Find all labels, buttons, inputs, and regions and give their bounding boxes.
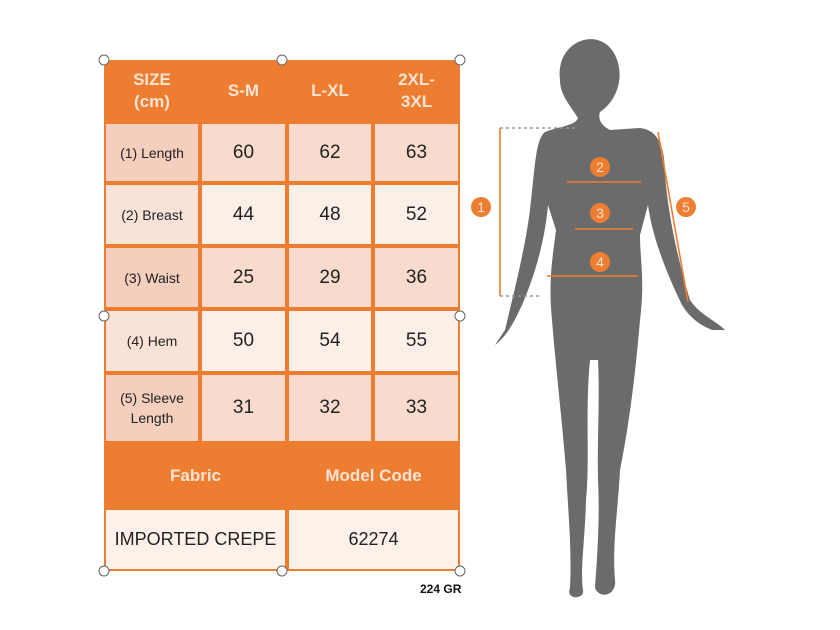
selection-handle[interactable] <box>454 565 466 577</box>
selection-handle[interactable] <box>98 310 110 322</box>
model-code-value: 62274 <box>289 510 458 569</box>
row-label: (2) Breast <box>106 185 198 244</box>
table-cell: 50 <box>202 311 285 371</box>
fabric-header: Fabric <box>169 465 222 485</box>
table-cell: 55 <box>375 311 458 371</box>
table-cell: 62 <box>289 124 371 181</box>
table-cell: 29 <box>289 248 371 307</box>
selection-handle[interactable] <box>98 54 110 66</box>
column-header: 2XL- 3XL <box>398 70 435 111</box>
table-cell: 31 <box>202 375 285 441</box>
table-cell: 25 <box>202 248 285 307</box>
model-code-header: Model Code <box>325 465 422 485</box>
marker-circle <box>676 197 696 217</box>
selection-handle[interactable] <box>98 565 110 577</box>
column-header: L-XL <box>311 81 349 100</box>
table-cell: 48 <box>289 185 371 244</box>
column-header: S-M <box>227 81 260 100</box>
marker-circle <box>590 203 610 223</box>
selection-handle[interactable] <box>454 54 466 66</box>
fabric-value: IMPORTED CREPE <box>106 510 285 569</box>
size-chart-table: SIZE (cm) S-M L-XL 2XL- 3XL (1) Length 60 62 63… <box>104 60 460 571</box>
row-label: (5) Sleeve Length <box>106 375 198 441</box>
marker-label: 5 <box>682 199 690 215</box>
table-cell: 60 <box>202 124 285 181</box>
marker-label: 2 <box>596 159 604 175</box>
table-cell: 54 <box>289 311 371 371</box>
marker-label: 1 <box>477 199 485 215</box>
table-cell: 63 <box>375 124 458 181</box>
table-cell: 36 <box>375 248 458 307</box>
row-label: (3) Waist <box>106 248 198 307</box>
selection-handle[interactable] <box>454 310 466 322</box>
selection-handle[interactable] <box>276 54 288 66</box>
marker-label: 4 <box>596 254 604 270</box>
table-cell: 33 <box>375 375 458 441</box>
table-cell: 44 <box>202 185 285 244</box>
column-header: SIZE (cm) <box>133 70 171 111</box>
table-cell: 52 <box>375 185 458 244</box>
measure-lines <box>499 127 689 303</box>
weight-label: 224 GR <box>420 582 462 596</box>
row-label: (1) Length <box>106 124 198 181</box>
selection-handle[interactable] <box>276 565 288 577</box>
figure <box>495 39 725 598</box>
table-cell: 32 <box>289 375 371 441</box>
marker-label: 3 <box>596 205 604 221</box>
marker-circle <box>471 197 491 217</box>
row-label: (4) Hem <box>106 311 198 371</box>
marker-circle <box>590 157 610 177</box>
marker-circle <box>590 252 610 272</box>
